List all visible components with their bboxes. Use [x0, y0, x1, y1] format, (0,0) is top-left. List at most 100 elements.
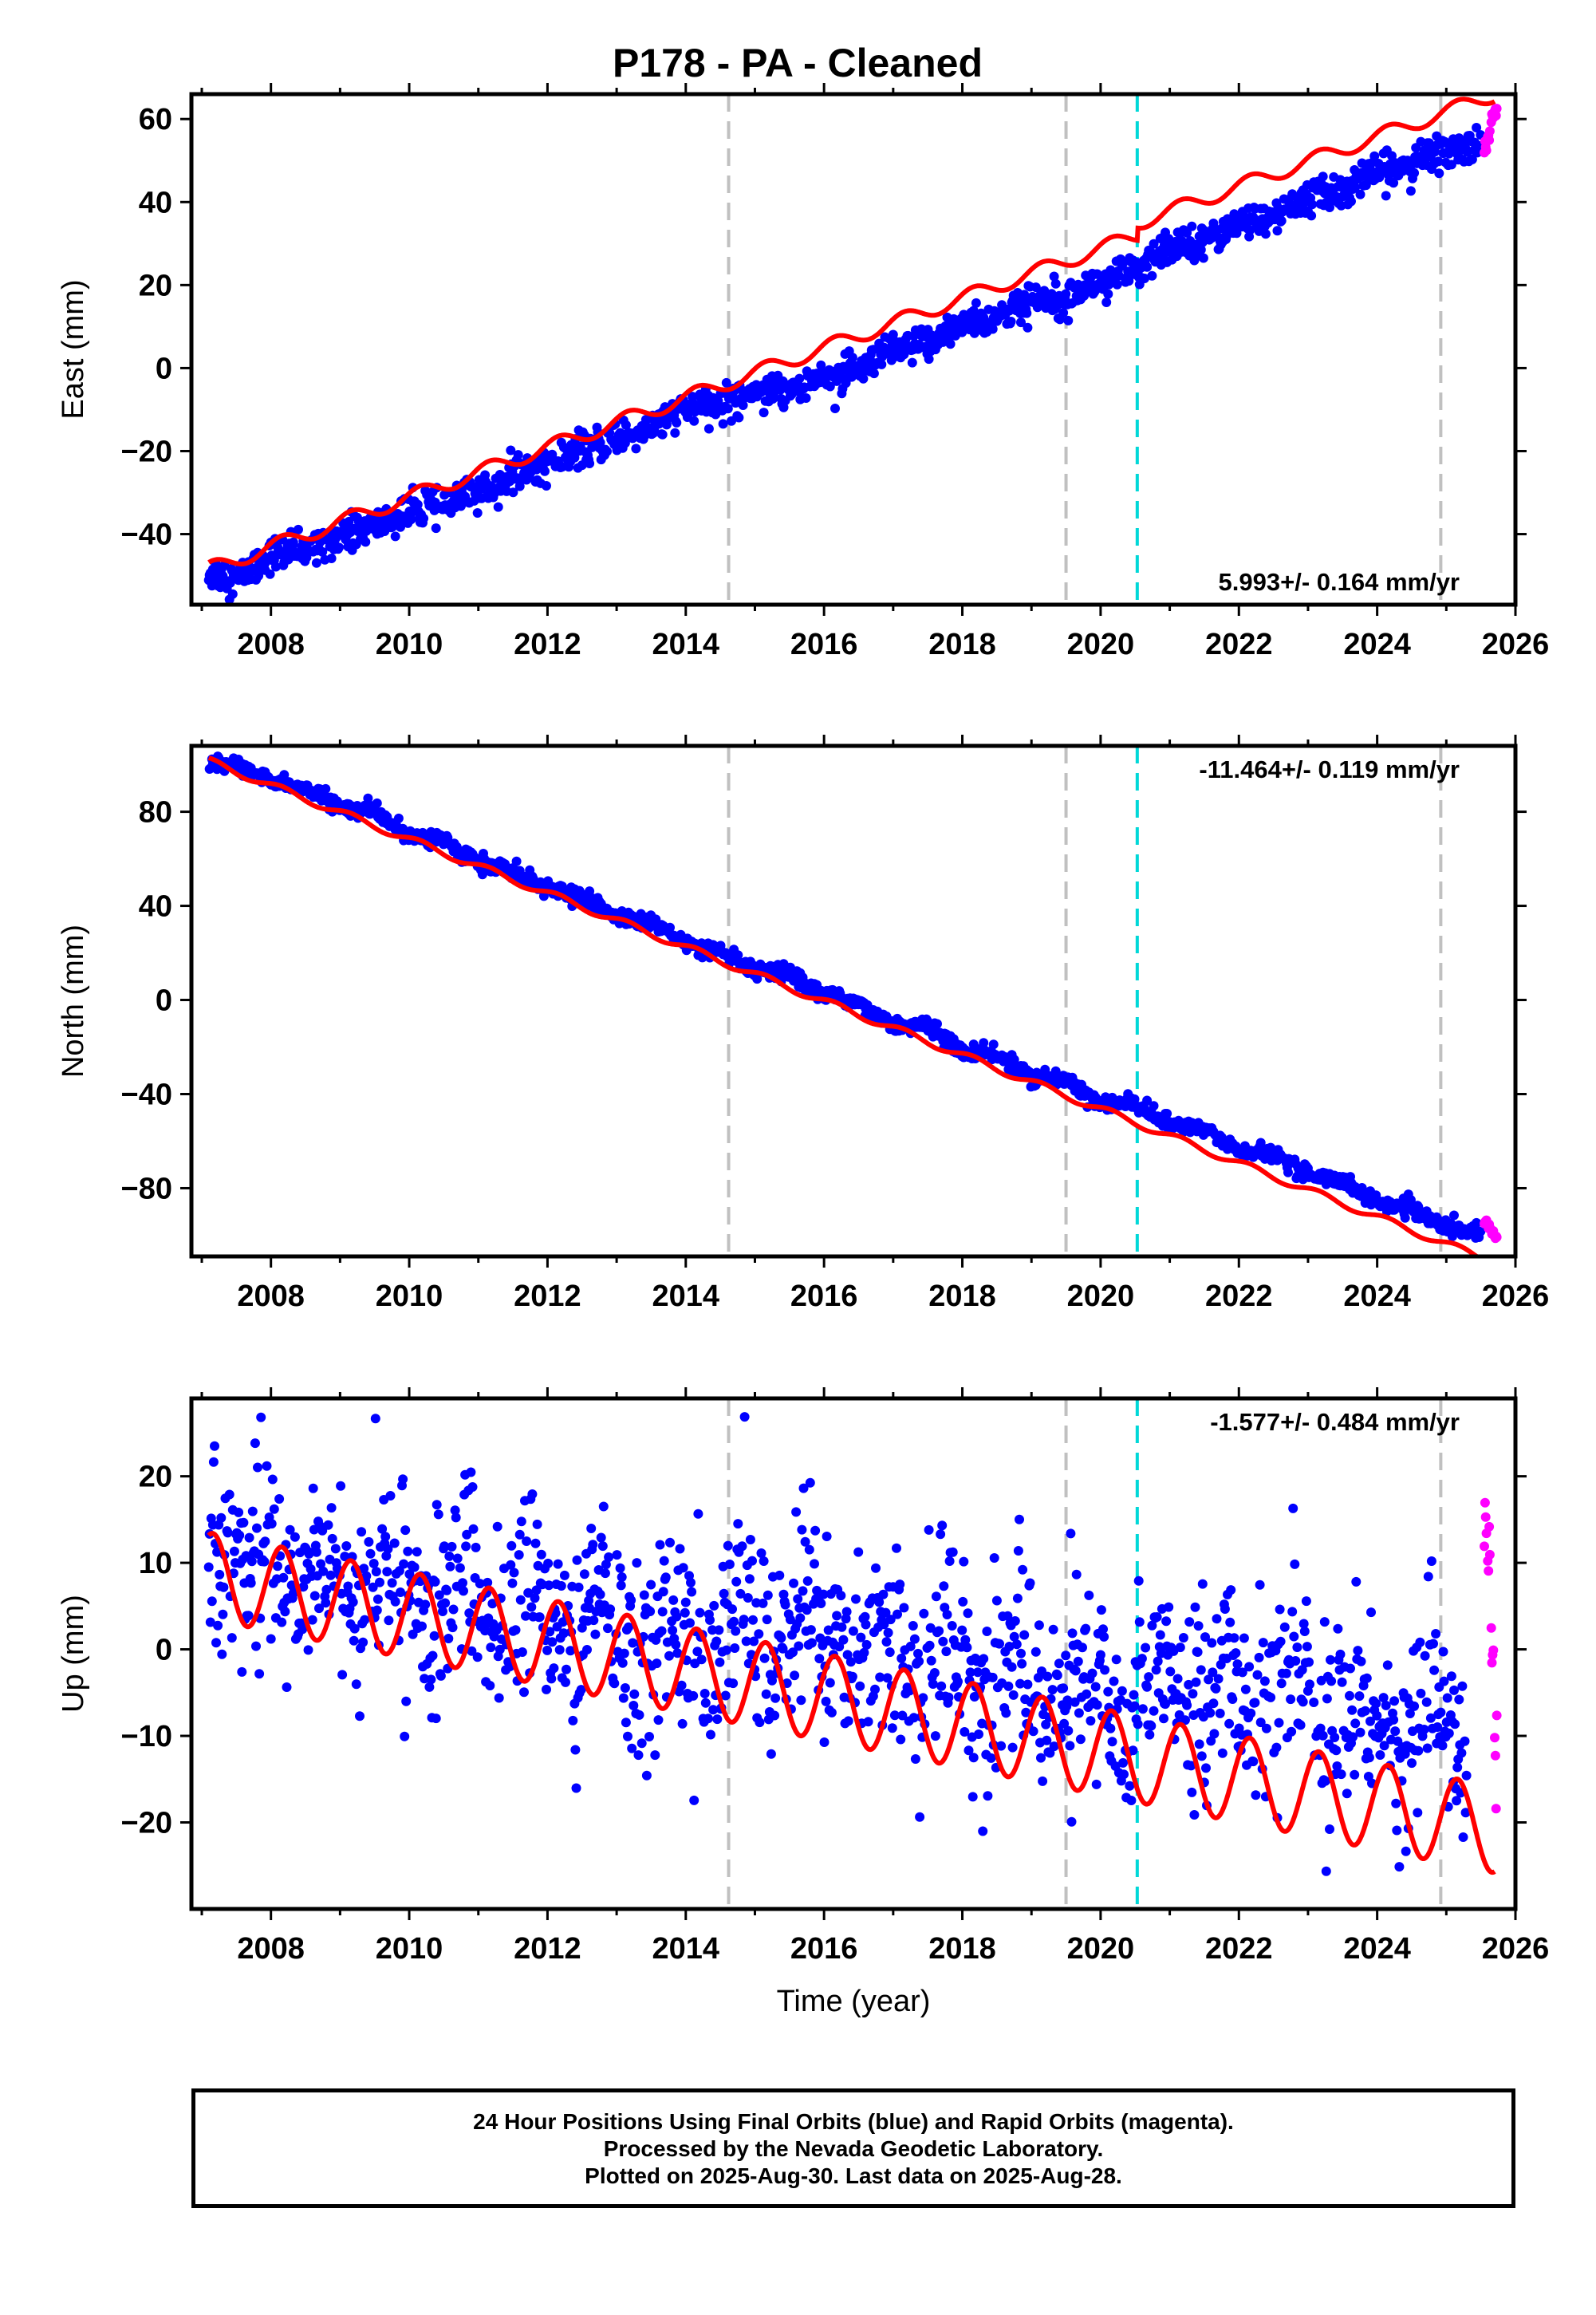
- up-data-point: [517, 1647, 527, 1657]
- up-data-point: [1017, 1658, 1027, 1669]
- up-data-point: [523, 1587, 534, 1598]
- up-data-point: [743, 1593, 753, 1603]
- east-data-point: [557, 462, 567, 472]
- up-rapid-point: [1480, 1512, 1491, 1522]
- up-data-point: [372, 1594, 383, 1604]
- up-data-point: [633, 1750, 644, 1761]
- up-data-point: [741, 1636, 751, 1647]
- up-data-point: [724, 1560, 735, 1569]
- up-data-point: [686, 1577, 696, 1587]
- up-data-point: [947, 1621, 957, 1631]
- east-rapid-point: [1484, 126, 1495, 136]
- up-rapid-point: [1480, 1541, 1489, 1552]
- up-data-point: [358, 1637, 368, 1647]
- up-data-point: [612, 1550, 622, 1560]
- north-data-point: [988, 1039, 999, 1050]
- up-data-point: [678, 1563, 688, 1573]
- up-data-point: [507, 1578, 518, 1588]
- up-data-point: [243, 1611, 254, 1621]
- up-data-point: [1391, 1798, 1401, 1808]
- up-data-point: [1212, 1614, 1222, 1624]
- up-data-point: [1255, 1579, 1265, 1590]
- east-data-point: [431, 523, 441, 534]
- up-data-point: [430, 1576, 440, 1587]
- up-data-point: [252, 1523, 262, 1533]
- up-data-point: [1292, 1643, 1302, 1652]
- up-data-point: [467, 1646, 477, 1656]
- east-data-point: [406, 515, 416, 525]
- up-data-point: [396, 1587, 405, 1597]
- up-data-point: [1422, 1743, 1432, 1753]
- up-x-tick-label: 2020: [1067, 1932, 1135, 1966]
- up-data-point: [372, 1605, 382, 1615]
- up-data-point: [934, 1626, 944, 1636]
- up-data-point: [928, 1679, 938, 1689]
- east-data-point: [759, 408, 769, 418]
- up-data-point: [458, 1578, 467, 1588]
- up-data-point: [1144, 1672, 1154, 1682]
- up-data-point: [385, 1491, 396, 1501]
- up-data-point: [1134, 1617, 1145, 1627]
- east-data-point: [672, 417, 682, 428]
- up-data-point: [863, 1717, 873, 1727]
- up-data-point: [794, 1641, 804, 1651]
- up-data-point: [1092, 1700, 1102, 1710]
- up-data-point: [1389, 1696, 1400, 1706]
- up-data-point: [237, 1666, 247, 1677]
- up-data-point: [486, 1643, 496, 1653]
- east-x-tick-label: 2016: [790, 628, 858, 661]
- up-data-point: [1301, 1596, 1311, 1607]
- up-data-point: [1082, 1689, 1092, 1699]
- up-data-point: [1436, 1707, 1446, 1718]
- up-data-point: [527, 1489, 538, 1499]
- north-data-point: [1472, 1217, 1482, 1228]
- up-data-point: [280, 1607, 290, 1617]
- up-data-point: [546, 1674, 557, 1684]
- up-data-point: [420, 1599, 431, 1610]
- up-data-point: [924, 1524, 934, 1535]
- up-data-point: [1291, 1656, 1301, 1666]
- up-data-point: [1058, 1683, 1069, 1694]
- up-data-point: [590, 1629, 601, 1639]
- east-data-point: [1187, 221, 1197, 231]
- up-data-point: [1184, 1617, 1195, 1627]
- east-y-tick-label: −40: [121, 519, 172, 552]
- up-data-point: [494, 1693, 504, 1703]
- up-data-point: [958, 1596, 968, 1607]
- up-data-point: [277, 1617, 287, 1627]
- up-data-point: [1086, 1716, 1096, 1726]
- up-data-point: [959, 1556, 969, 1567]
- up-data-point: [371, 1567, 381, 1577]
- up-x-tick-label: 2012: [514, 1932, 581, 1966]
- up-data-point: [1362, 1673, 1372, 1683]
- up-data-point: [383, 1544, 393, 1554]
- up-data-point: [1049, 1741, 1059, 1752]
- up-data-point: [626, 1595, 636, 1605]
- up-data-point: [1353, 1646, 1363, 1656]
- up-data-point: [859, 1647, 869, 1658]
- north-y-tick-label: −40: [121, 1078, 172, 1111]
- east-data-point: [1361, 180, 1371, 191]
- up-data-point: [1137, 1654, 1147, 1664]
- up-data-point: [1458, 1832, 1468, 1842]
- up-data-point: [1211, 1683, 1221, 1694]
- east-data-point: [631, 444, 641, 454]
- east-data-point: [1101, 298, 1112, 307]
- up-data-point: [1009, 1631, 1019, 1642]
- up-data-point: [953, 1676, 963, 1686]
- up-data-point: [543, 1558, 554, 1568]
- east-data-point: [1389, 178, 1399, 188]
- up-data-point: [462, 1529, 472, 1540]
- east-data-point: [1276, 215, 1287, 226]
- up-data-point: [1423, 1572, 1433, 1582]
- up-data-point: [941, 1647, 952, 1657]
- up-data-point: [582, 1645, 592, 1654]
- up-data-point: [325, 1570, 336, 1580]
- up-data-point: [874, 1597, 885, 1607]
- up-data-point: [387, 1578, 397, 1588]
- up-data-point: [205, 1617, 215, 1627]
- up-data-point: [510, 1625, 521, 1635]
- up-data-point: [1437, 1741, 1448, 1751]
- up-data-point: [1109, 1676, 1119, 1686]
- up-data-point: [693, 1508, 703, 1519]
